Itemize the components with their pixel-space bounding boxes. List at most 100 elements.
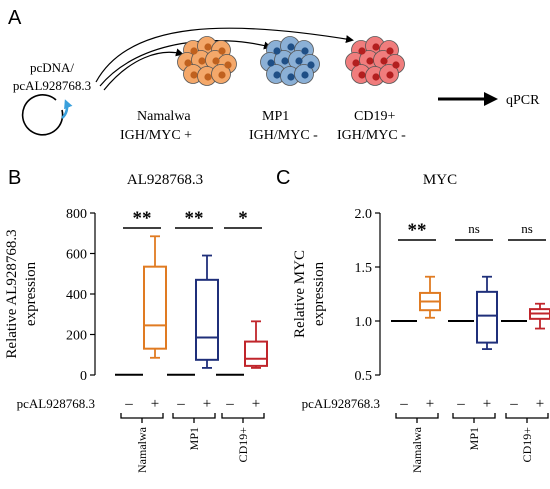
group-bracket	[120, 413, 164, 419]
cell-genotype-mp1: IGH/MYC -	[249, 128, 318, 143]
treatment-plus: +	[536, 396, 544, 412]
panel-a-letter: A	[8, 7, 22, 29]
treatment-minus: –	[509, 396, 518, 412]
chart-b: AL928768.3 Relative AL928768.3 expression 0…	[4, 172, 268, 473]
panel-c-letter: C	[276, 167, 290, 189]
cell-nucleus-9	[301, 71, 309, 79]
cell-nucleus-1	[204, 43, 212, 51]
cell-nucleus-5	[380, 57, 388, 65]
y-axis-label: Relative AL928768.3 expression	[4, 229, 39, 358]
group-bracket	[221, 413, 265, 419]
treatment-plus: +	[483, 396, 491, 412]
cell-nucleus-8	[204, 73, 212, 81]
y-tick-label: 400	[66, 288, 87, 303]
group-label: Namalwa	[410, 426, 424, 473]
box-iqr	[195, 278, 219, 361]
cell-nucleus-9	[218, 71, 226, 79]
group-bracket	[505, 413, 549, 419]
cell-nucleus-2	[218, 47, 226, 55]
cell-nucleus-4	[366, 57, 374, 65]
box-iqr	[143, 265, 167, 350]
significance-label: **	[133, 208, 152, 229]
treatment-plus: +	[203, 396, 211, 412]
panel-b-letter: B	[8, 167, 21, 189]
qpcr-label: qPCR	[506, 93, 540, 108]
cell-cluster-0	[177, 36, 237, 86]
cell-nucleus-2	[386, 47, 394, 55]
cell-label-cd19: CD19+	[354, 109, 395, 124]
cell-nucleus-7	[358, 71, 366, 79]
y-axis-label-line1: Relative MYC	[292, 250, 308, 338]
cell-nucleus-0	[190, 47, 198, 55]
cell-nucleus-0	[273, 47, 281, 55]
cell-nucleus-0	[358, 47, 366, 55]
significance-label: **	[408, 220, 427, 241]
y-axis-label: Relative MYC expression	[292, 250, 327, 338]
y-tick-label: 200	[66, 329, 87, 344]
y-tick-label: 0	[80, 369, 87, 384]
significance-label: *	[238, 208, 248, 229]
cell-nucleus-8	[287, 73, 295, 81]
box-CD19+-plus	[244, 320, 268, 369]
cell-nucleus-5	[295, 57, 303, 65]
treatment-minus: –	[225, 396, 234, 412]
cell-nucleus-3	[267, 59, 275, 67]
cell-nucleus-3	[184, 59, 192, 67]
group-label: Namalwa	[135, 426, 149, 473]
arrow-to-cd19	[95, 27, 354, 83]
box-Namalwa-plus	[419, 275, 441, 319]
cell-label-namalwa: Namalwa	[137, 109, 191, 124]
cell-nucleus-4	[198, 57, 206, 65]
group-label: CD19+	[520, 427, 534, 463]
y-tick-label: 600	[66, 248, 87, 263]
treatment-plus: +	[426, 396, 434, 412]
group-bracket	[172, 413, 216, 419]
panel-b: B AL928768.3 Relative AL928768.3 expressio…	[4, 167, 268, 473]
box-iqr	[244, 340, 268, 367]
group-label: MP1	[187, 427, 201, 450]
treatment-plus: +	[252, 396, 260, 412]
cell-clusters	[177, 36, 405, 86]
y-tick-label: 0.5	[355, 369, 373, 384]
group-label: CD19+	[236, 427, 250, 463]
box-CD19+-plus	[529, 302, 550, 330]
cell-nucleus-6	[307, 61, 315, 69]
vector-label-line1: pcDNA/	[30, 60, 74, 75]
chart-title: MYC	[423, 172, 457, 188]
group-label: MP1	[467, 427, 481, 450]
cell-cluster-2	[345, 36, 405, 86]
y-tick-label: 1.0	[355, 315, 373, 330]
treatment-minus: –	[399, 396, 408, 412]
treatment-minus: –	[456, 396, 465, 412]
cell-genotype-cd19: IGH/MYC -	[337, 128, 406, 143]
cell-nucleus-7	[190, 71, 198, 79]
cell-nucleus-6	[392, 61, 400, 69]
plasmid-icon	[21, 94, 73, 136]
cell-nucleus-4	[281, 57, 289, 65]
cell-nucleus-7	[273, 71, 281, 79]
chart-c: MYC Relative MYC expression 0.5 1.0 1.5 2.0 ** n…	[292, 172, 550, 473]
y-tick-label: 800	[66, 207, 87, 222]
cell-nucleus-6	[224, 61, 232, 69]
significance-label: ns	[521, 221, 533, 236]
panel-c: C MYC Relative MYC expression 0.5 1.0 1.5 2.0 *…	[276, 167, 550, 473]
cell-nucleus-1	[287, 43, 295, 51]
cell-label-mp1: MP1	[262, 109, 289, 124]
y-tick-label: 2.0	[355, 207, 373, 222]
transfection-arrows	[95, 27, 354, 91]
box-MP1-plus	[195, 254, 219, 369]
group-bracket	[452, 413, 496, 419]
y-axis-label-line1: Relative AL928768.3	[4, 229, 20, 358]
treatment-label: pcAL928768.3	[302, 396, 380, 411]
arrow-to-namalwa	[103, 48, 184, 91]
cell-nucleus-1	[372, 43, 380, 51]
treatment-label: pcAL928768.3	[17, 396, 95, 411]
cell-nucleus-5	[212, 57, 220, 65]
panel-a: A pcDNA/ pcAL928768.3 Namalwa IGH/MYC + …	[8, 7, 540, 143]
treatment-minus: –	[124, 396, 133, 412]
box-MP1-plus	[476, 275, 498, 350]
box-Namalwa-plus	[143, 235, 167, 359]
group-bracket	[395, 413, 439, 419]
box-iqr	[476, 290, 498, 344]
